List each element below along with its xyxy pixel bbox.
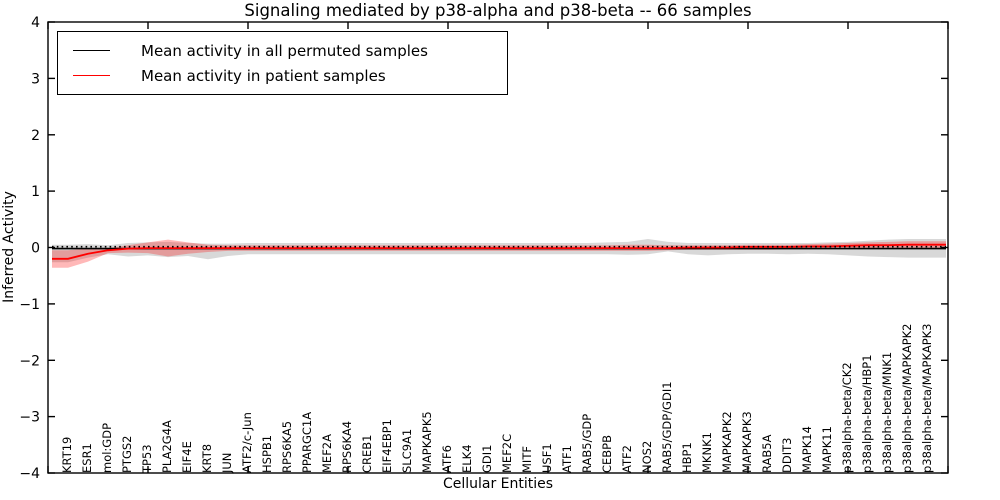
x-category-label: MAPK11 bbox=[820, 426, 834, 473]
x-category-label: mol:GDP bbox=[100, 422, 114, 473]
y-tick-label: −2 bbox=[19, 353, 40, 369]
x-category-label: HSPB1 bbox=[260, 434, 274, 473]
x-category-label: p38alpha-beta/MAPKAPK2 bbox=[900, 323, 914, 474]
chart-title: Signaling mediated by p38-alpha and p38-… bbox=[244, 1, 752, 20]
y-tick-label: 3 bbox=[31, 71, 40, 87]
x-category-label: PPARGC1A bbox=[300, 411, 314, 473]
y-tick-label: −3 bbox=[19, 410, 40, 426]
x-category-label: HBP1 bbox=[680, 442, 694, 473]
x-category-label: ATF1 bbox=[560, 445, 574, 473]
x-category-label: p38alpha-beta/MAPKAPK3 bbox=[920, 323, 934, 474]
y-tick-label: 2 bbox=[31, 128, 40, 144]
legend-item-permuted: Mean activity in all permuted samples bbox=[58, 42, 507, 60]
x-category-label: RAB5A bbox=[760, 434, 774, 473]
x-category-label: MEF2C bbox=[500, 433, 514, 473]
legend-label-patient: Mean activity in patient samples bbox=[141, 66, 386, 85]
x-category-label: SLC9A1 bbox=[400, 428, 414, 473]
x-category-label: MAPKAPK2 bbox=[720, 411, 734, 473]
x-category-label: RPS6KA4 bbox=[340, 420, 354, 473]
legend: Mean activity in all permuted samples Me… bbox=[57, 31, 508, 95]
legend-item-patient: Mean activity in patient samples bbox=[58, 67, 507, 85]
x-category-label: p38alpha-beta/MNK1 bbox=[880, 351, 894, 473]
y-tick-label: 0 bbox=[31, 241, 40, 257]
x-category-label: ATF2 bbox=[620, 445, 634, 473]
x-category-label: MITF bbox=[520, 446, 534, 473]
x-category-label: KRT8 bbox=[200, 443, 214, 473]
permuted-line-swatch bbox=[73, 50, 110, 51]
y-tick-label: 1 bbox=[31, 184, 40, 200]
x-category-label: RPS6KA5 bbox=[280, 420, 294, 473]
x-category-label: MAPK14 bbox=[800, 426, 814, 473]
y-tick-label: −1 bbox=[19, 297, 40, 313]
x-category-label: KRT19 bbox=[60, 436, 74, 473]
x-category-label: USF1 bbox=[540, 443, 554, 473]
x-category-label: CEBPB bbox=[600, 434, 614, 473]
x-category-label: RAB5/GDP/GDI1 bbox=[660, 381, 674, 473]
x-category-label: PTGS2 bbox=[120, 435, 134, 474]
permuted-std-band bbox=[52, 239, 946, 263]
patient-line-swatch bbox=[73, 75, 110, 76]
x-category-label: JUN bbox=[220, 452, 234, 473]
x-axis-title: Cellular Entities bbox=[442, 476, 554, 492]
patient-mean-line bbox=[52, 243, 946, 260]
legend-label-permuted: Mean activity in all permuted samples bbox=[141, 41, 428, 60]
y-tick-label: −4 bbox=[19, 466, 40, 482]
x-category-label: ATF6 bbox=[440, 445, 454, 473]
x-category-label: GDI1 bbox=[480, 444, 494, 473]
x-category-label: ATF2/c-Jun bbox=[240, 412, 254, 473]
x-category-label: TP53 bbox=[140, 444, 154, 473]
x-category-label: MAPKAPK3 bbox=[740, 411, 754, 473]
x-category-label: EIF4E bbox=[180, 441, 194, 473]
x-category-label: PLA2G4A bbox=[160, 420, 174, 473]
x-category-label: ESR1 bbox=[80, 443, 94, 473]
x-category-label: MKNK1 bbox=[700, 432, 714, 473]
x-category-label: NOS2 bbox=[640, 440, 654, 473]
y-tick-label: 4 bbox=[31, 15, 40, 31]
x-category-label: EIF4EBP1 bbox=[380, 419, 394, 473]
x-category-label: p38alpha-beta/CK2 bbox=[840, 362, 854, 473]
y-axis-title: Inferred Activity bbox=[1, 191, 17, 303]
x-category-label: p38alpha-beta/HBP1 bbox=[860, 354, 874, 473]
x-category-label: ELK4 bbox=[460, 444, 474, 473]
x-category-label: RAB5/GDP bbox=[580, 413, 594, 473]
x-category-label: MAPKAPK5 bbox=[420, 411, 434, 473]
x-category-label: MEF2A bbox=[320, 434, 334, 473]
x-category-label: DDIT3 bbox=[780, 437, 794, 473]
x-category-label: CREB1 bbox=[360, 434, 374, 474]
